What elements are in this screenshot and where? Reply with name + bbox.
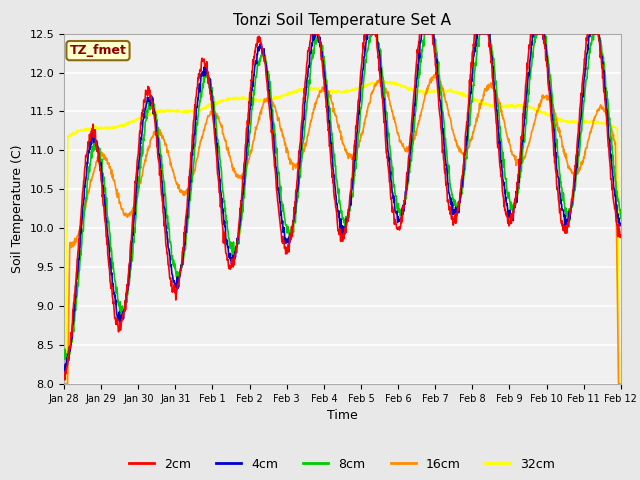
Title: Tonzi Soil Temperature Set A: Tonzi Soil Temperature Set A: [234, 13, 451, 28]
X-axis label: Time: Time: [327, 409, 358, 422]
Y-axis label: Soil Temperature (C): Soil Temperature (C): [11, 144, 24, 273]
Text: TZ_fmet: TZ_fmet: [70, 44, 127, 57]
Legend: 2cm, 4cm, 8cm, 16cm, 32cm: 2cm, 4cm, 8cm, 16cm, 32cm: [124, 453, 561, 476]
